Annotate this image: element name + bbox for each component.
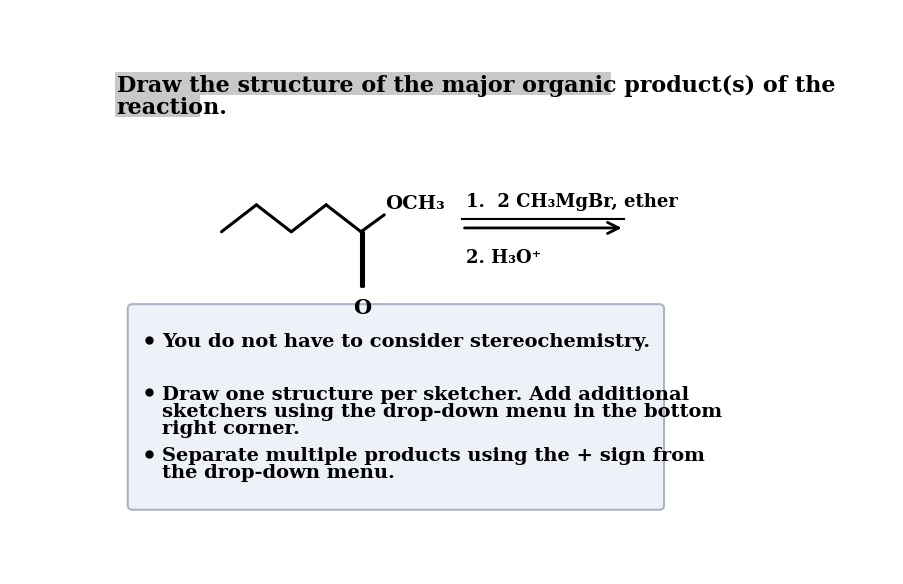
Text: You do not have to consider stereochemistry.: You do not have to consider stereochemis… <box>162 333 649 352</box>
Text: Separate multiple products using the + sign from: Separate multiple products using the + s… <box>162 447 704 465</box>
Text: the drop-down menu.: the drop-down menu. <box>162 464 395 482</box>
Text: reaction.: reaction. <box>116 97 228 119</box>
Text: O: O <box>352 298 370 318</box>
Bar <box>115 96 200 117</box>
Bar <box>115 72 610 95</box>
Text: 1.  2 CH₃MgBr, ether: 1. 2 CH₃MgBr, ether <box>465 193 676 211</box>
Text: Draw one structure per sketcher. Add additional: Draw one structure per sketcher. Add add… <box>162 386 688 404</box>
FancyBboxPatch shape <box>127 304 664 510</box>
Text: sketchers using the drop-down menu in the bottom: sketchers using the drop-down menu in th… <box>162 403 721 420</box>
Text: Draw the structure of the major organic product(s) of the: Draw the structure of the major organic … <box>116 74 834 96</box>
Text: 2. H₃O⁺: 2. H₃O⁺ <box>465 249 540 267</box>
Text: right corner.: right corner. <box>162 420 300 437</box>
Text: OCH₃: OCH₃ <box>385 195 444 213</box>
